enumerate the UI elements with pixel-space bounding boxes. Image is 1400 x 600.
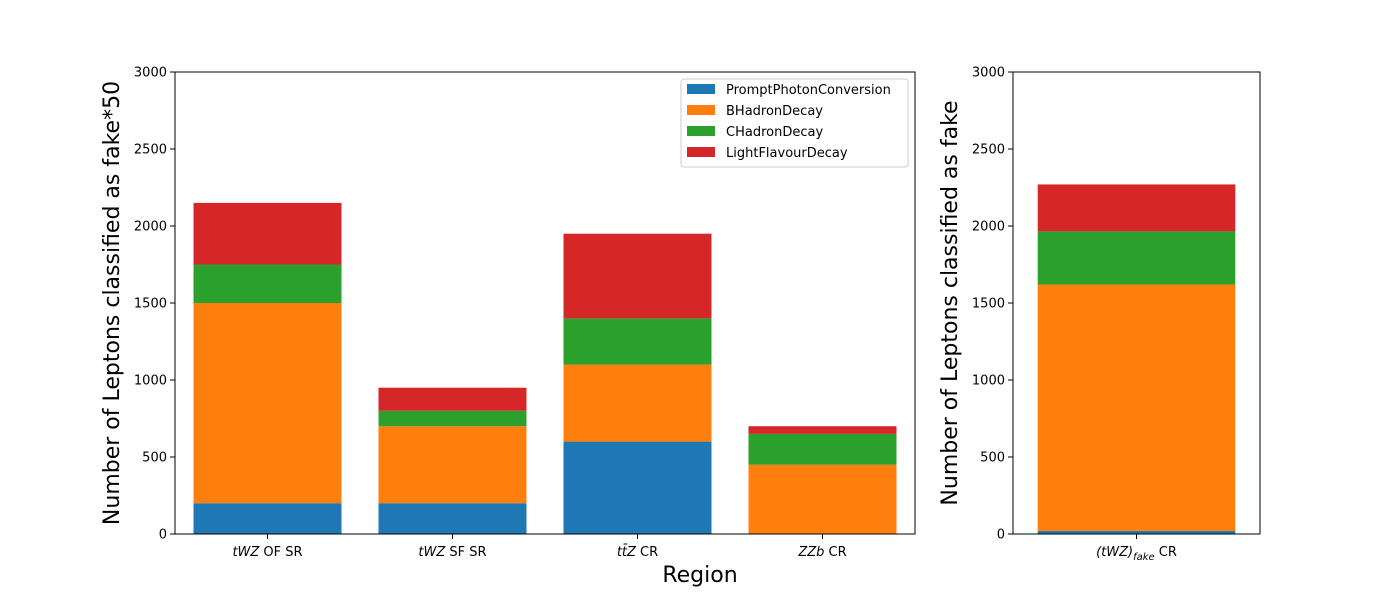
right-x-tick-label: (tWZ)fake CR	[1096, 545, 1177, 563]
legend-frame	[680, 78, 909, 168]
left-bar-BHadronDecay-3	[748, 464, 897, 534]
legend-swatch	[687, 84, 715, 94]
right-y-tick-label: 500	[980, 451, 1005, 466]
right-bar-LightFlavourDecay-0	[1037, 184, 1236, 232]
left-bar-CHadronDecay-1	[378, 410, 527, 427]
right-bar-BHadronDecay-0	[1037, 284, 1236, 531]
left-x-axis-label: Region	[662, 563, 737, 588]
right-chart-panel: 0 500 1000 1500 2000 2500 3000 (tWZ)fake CR Nu…	[938, 66, 1261, 563]
left-bars	[193, 202, 897, 534]
left-y-tick-label: 2500	[134, 143, 167, 158]
left-y-tick-label: 0	[159, 528, 167, 543]
right-bar-CHadronDecay-0	[1037, 231, 1236, 285]
left-bar-LightFlavourDecay-3	[748, 426, 897, 434]
right-y-tick-label: 2500	[972, 143, 1005, 158]
right-y-tick-label: 1500	[972, 297, 1005, 312]
right-y-tick-label: 2000	[972, 220, 1005, 235]
left-bar-CHadronDecay-2	[563, 318, 712, 365]
left-bar-PromptPhotonConversion-1	[378, 503, 527, 534]
right-y-ticks: 0 500 1000 1500 2000 2500 3000	[972, 66, 1013, 543]
right-bars	[1037, 184, 1236, 534]
left-y-tick-label: 2000	[134, 220, 167, 235]
left-y-tick-label: 500	[142, 451, 167, 466]
right-y-tick-label: 1000	[972, 374, 1005, 389]
legend-swatch	[687, 105, 715, 115]
left-bar-BHadronDecay-0	[193, 303, 342, 504]
right-y-tick-label: 3000	[972, 66, 1005, 81]
left-x-tick-label: tt̄Z CR	[617, 545, 658, 560]
right-y-tick-label: 0	[997, 528, 1005, 543]
left-bar-LightFlavourDecay-1	[378, 387, 527, 411]
left-bar-LightFlavourDecay-2	[563, 233, 712, 319]
left-chart-panel: 0 500 1000 1500 2000 2500 3000 tWZ OF SR tWZ SF…	[100, 66, 916, 588]
right-bar-PromptPhotonConversion-0	[1037, 530, 1236, 534]
right-x-ticks: (tWZ)fake CR	[1096, 534, 1177, 563]
left-bar-PromptPhotonConversion-0	[193, 503, 342, 534]
left-y-tick-label: 1500	[134, 297, 167, 312]
left-bar-BHadronDecay-1	[378, 426, 527, 504]
left-bar-CHadronDecay-0	[193, 264, 342, 303]
legend-label: LightFlavourDecay	[726, 146, 848, 161]
left-x-tick-label: tWZ SF SR	[418, 545, 486, 560]
left-y-ticks: 0 500 1000 1500 2000 2500 3000	[134, 66, 175, 543]
left-bar-CHadronDecay-3	[748, 433, 897, 465]
left-y-tick-label: 1000	[134, 374, 167, 389]
legend-label: PromptPhotonConversion	[726, 83, 891, 98]
left-bar-BHadronDecay-2	[563, 364, 712, 442]
left-y-tick-label: 3000	[134, 66, 167, 81]
legend-label: CHadronDecay	[726, 125, 823, 140]
right-y-axis-label: Number of Leptons classified as fake	[938, 100, 963, 505]
left-x-tick-label: ZZb CR	[797, 545, 846, 560]
legend-label: BHadronDecay	[726, 104, 823, 119]
left-x-tick-label: tWZ OF SR	[232, 545, 302, 560]
left-bar-LightFlavourDecay-0	[193, 202, 342, 265]
legend-swatch	[687, 126, 715, 136]
legend: PromptPhotonConversion BHadronDecay CHadro…	[680, 78, 909, 168]
left-x-ticks: tWZ OF SR tWZ SF SR tt̄Z CR ZZb CR	[232, 534, 847, 560]
legend-swatch	[687, 147, 715, 157]
left-y-axis-label: Number of Leptons classified as fake*50	[100, 81, 125, 525]
left-bar-PromptPhotonConversion-2	[563, 441, 712, 534]
